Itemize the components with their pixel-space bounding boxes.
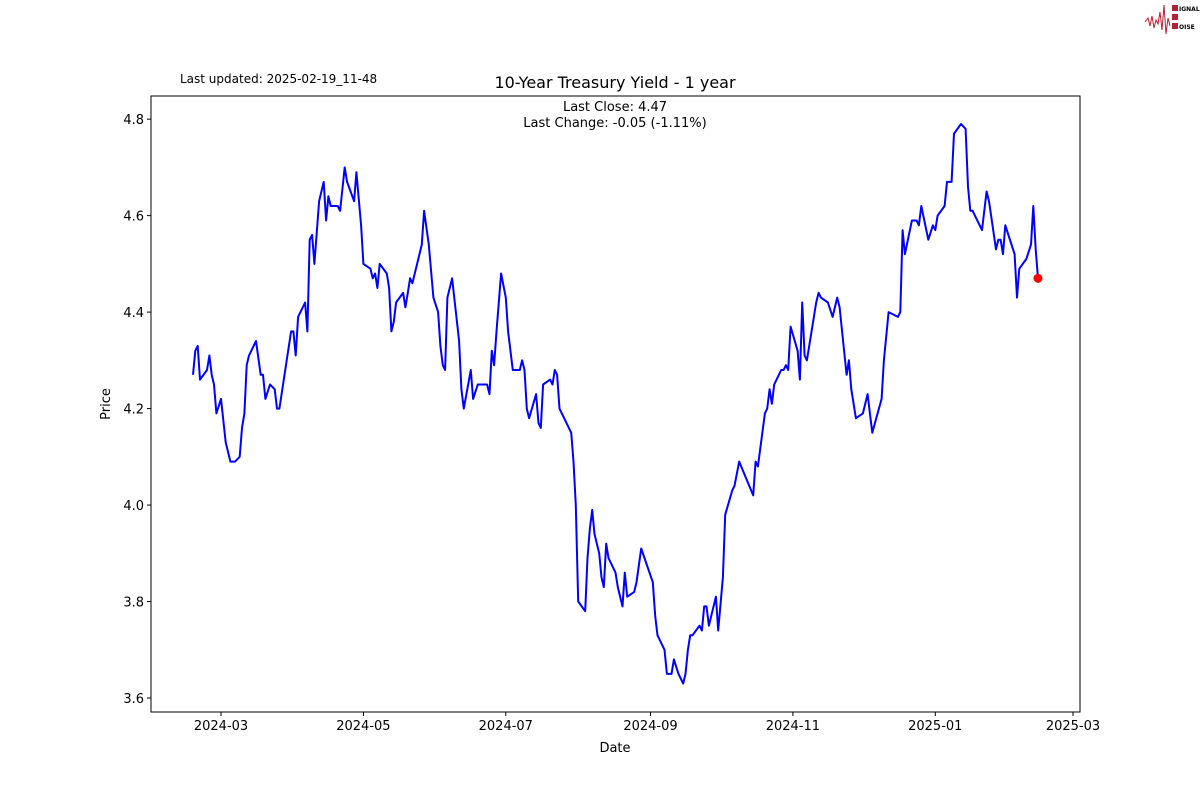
x-tick-label: 2025-03	[1046, 719, 1100, 734]
y-tick-label: 4.8	[123, 113, 144, 128]
y-tick-label: 4.6	[123, 210, 144, 225]
logo-box-n	[1172, 23, 1178, 29]
x-axis-label: Date	[599, 741, 630, 756]
last-close-marker	[1033, 273, 1043, 283]
last-change-annotation: Last Change: -0.05 (-1.11%)	[523, 116, 706, 131]
last-close-annotation: Last Close: 4.47	[563, 100, 667, 115]
x-tick-label: 2025-01	[908, 719, 962, 734]
y-axis-label: Price	[99, 388, 114, 420]
plot-area	[150, 95, 1081, 713]
logo-waveform	[1144, 4, 1171, 35]
logo-box-s	[1172, 5, 1178, 11]
x-axis-ticks: 2024-03 2024-05 2024-07 2024-09 2024-11 2025-…	[194, 712, 1100, 734]
yield-line	[192, 123, 1039, 685]
y-tick-label: 4.0	[123, 499, 144, 514]
x-tick-label: 2024-03	[194, 719, 248, 734]
y-tick-label: 3.6	[123, 692, 144, 707]
y-tick-label: 4.4	[123, 306, 144, 321]
y-axis-ticks: 3.6 3.8 4.0 4.2 4.4 4.6 4.8	[123, 113, 151, 707]
logo: IGNAL OISE	[1144, 4, 1200, 35]
x-tick-label: 2024-09	[623, 719, 677, 734]
logo-text-signal: IGNAL	[1179, 6, 1200, 13]
y-tick-label: 4.2	[123, 403, 144, 418]
logo-text-noise: OISE	[1179, 24, 1195, 31]
x-tick-label: 2024-05	[336, 719, 390, 734]
x-tick-label: 2024-11	[766, 719, 820, 734]
y-tick-label: 3.8	[123, 596, 144, 611]
chart-title: 10-Year Treasury Yield - 1 year	[494, 73, 736, 92]
last-updated: Last updated: 2025-02-19_11-48	[180, 72, 377, 86]
x-tick-label: 2024-07	[479, 719, 533, 734]
logo-box-2	[1172, 14, 1178, 20]
